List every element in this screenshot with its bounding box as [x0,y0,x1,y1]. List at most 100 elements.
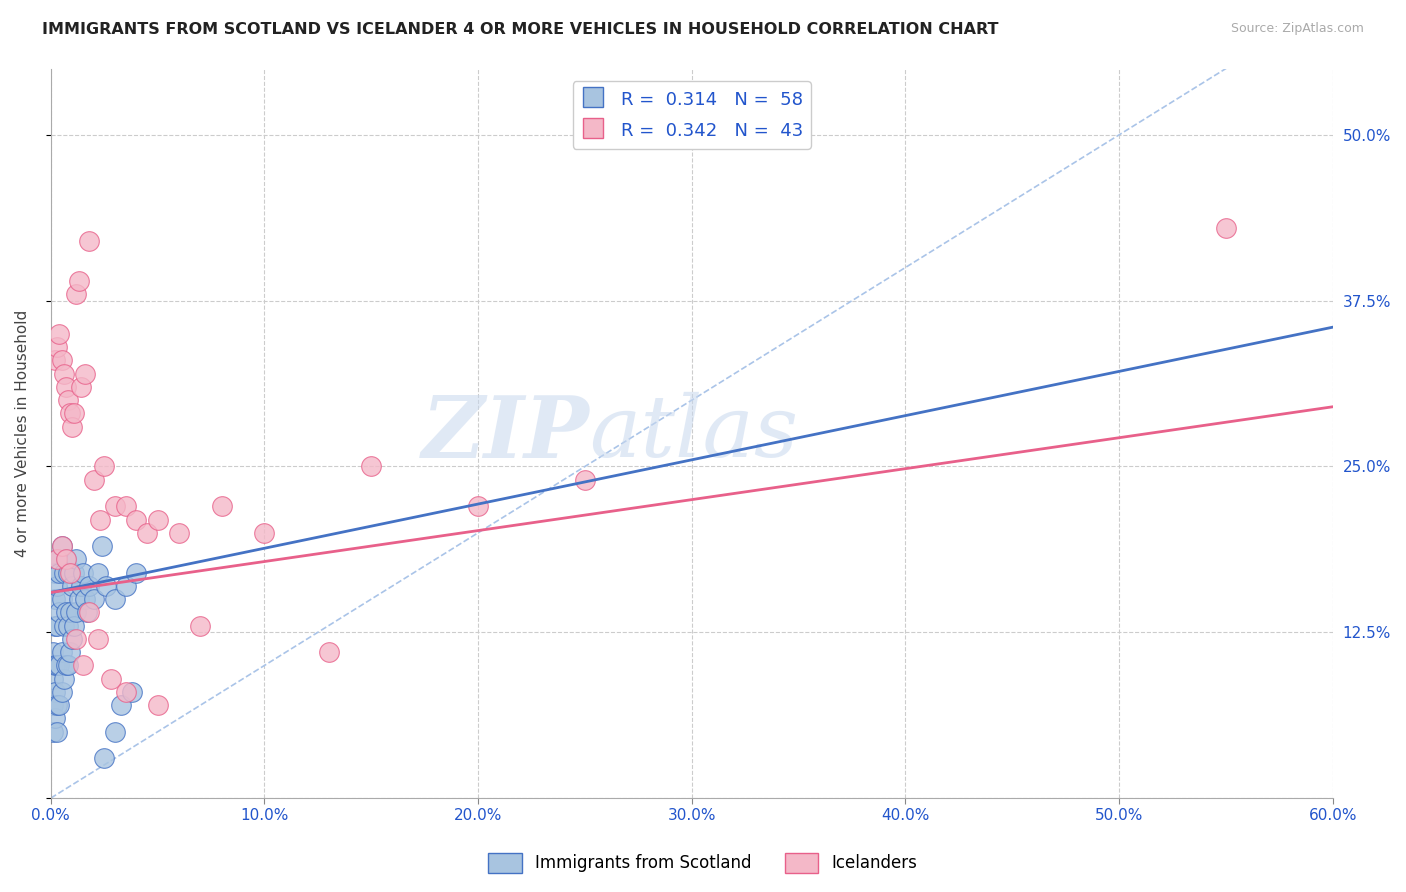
Point [318,645,340,659]
Point [46,579,69,593]
Point [104,724,127,739]
Point [114,500,136,514]
Point [56,566,79,580]
Point [1215,220,1237,235]
Point [125,566,148,580]
Point [72,566,94,580]
Point [55,606,77,620]
Point [146,512,169,526]
Point [51,685,73,699]
Point [67,592,90,607]
Point [574,473,596,487]
Point [42,672,65,686]
Point [52,367,75,381]
Point [467,500,489,514]
Point [79,606,101,620]
Point [114,685,136,699]
Point [360,459,382,474]
Point [72,658,94,673]
Point [51,539,73,553]
Point [56,393,79,408]
Point [69,380,91,394]
Point [87,632,110,646]
Point [48,658,70,673]
Text: Source: ZipAtlas.com: Source: ZipAtlas.com [1230,22,1364,36]
Point [51,353,73,368]
Legend: R =  0.314   N =  58, R =  0.342   N =  43: R = 0.314 N = 58, R = 0.342 N = 43 [572,81,811,149]
Point [59,406,82,420]
Point [93,459,115,474]
Point [253,525,276,540]
Point [46,618,69,632]
Point [44,592,66,607]
Text: ZIP: ZIP [422,392,589,475]
Point [96,579,118,593]
Point [55,552,77,566]
Point [146,698,169,713]
Point [65,632,87,646]
Text: IMMIGRANTS FROM SCOTLAND VS ICELANDER 4 OR MORE VEHICLES IN HOUSEHOLD CORRELATIO: IMMIGRANTS FROM SCOTLAND VS ICELANDER 4 … [42,22,998,37]
Point [48,326,70,341]
Point [55,380,77,394]
Point [44,566,66,580]
Point [121,685,143,699]
Point [63,406,86,420]
Point [190,618,212,632]
Point [65,606,87,620]
Point [65,287,87,301]
Point [59,606,82,620]
Text: atlas: atlas [589,392,799,475]
Point [56,618,79,632]
Point [56,658,79,673]
Point [89,512,111,526]
Point [167,525,190,540]
Point [55,552,77,566]
Point [46,552,69,566]
Point [76,606,98,620]
Point [73,367,96,381]
Point [46,340,69,354]
Point [114,579,136,593]
Point [46,658,69,673]
Point [42,645,65,659]
Point [48,606,70,620]
Point [73,592,96,607]
Point [60,632,83,646]
Point [59,645,82,659]
Point [60,579,83,593]
Point [42,724,65,739]
Point [211,500,233,514]
Point [52,566,75,580]
Point [60,419,83,434]
Point [51,539,73,553]
Point [48,698,70,713]
Point [125,512,148,526]
Point [55,658,77,673]
Point [44,711,66,725]
Point [91,539,114,553]
Point [110,698,132,713]
Point [48,566,70,580]
Point [69,579,91,593]
Point [51,592,73,607]
Y-axis label: 4 or more Vehicles in Household: 4 or more Vehicles in Household [15,310,30,557]
Point [93,751,115,765]
Point [104,592,127,607]
Point [63,566,86,580]
Point [52,672,75,686]
Point [46,552,69,566]
Point [52,618,75,632]
Point [65,552,87,566]
Point [59,566,82,580]
Point [44,618,66,632]
Point [79,579,101,593]
Point [44,353,66,368]
Point [51,645,73,659]
Point [63,618,86,632]
Point [104,500,127,514]
Point [136,525,159,540]
Point [79,234,101,248]
Point [44,658,66,673]
Point [83,592,105,607]
Legend: Immigrants from Scotland, Icelanders: Immigrants from Scotland, Icelanders [482,847,924,880]
